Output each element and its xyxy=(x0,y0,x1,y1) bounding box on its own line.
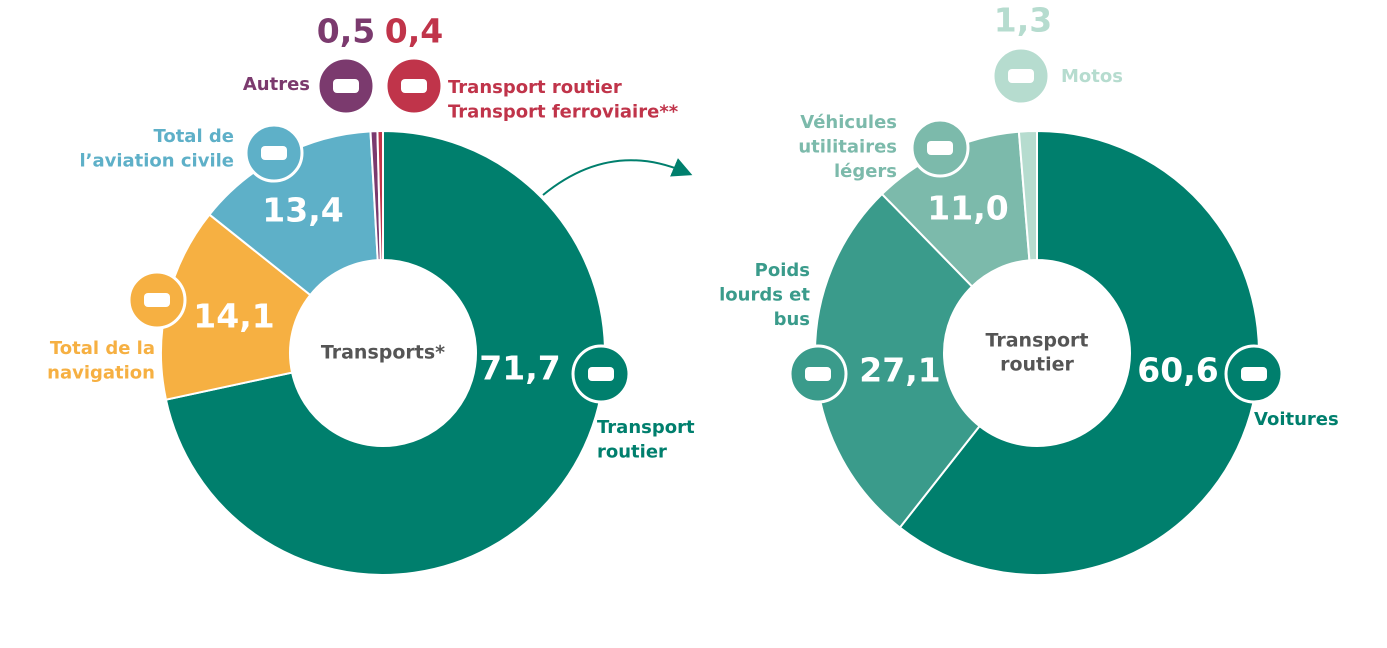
category-label: Autres xyxy=(243,74,310,95)
category-label: utilitaires xyxy=(798,137,897,158)
category-label: Transport routier xyxy=(448,77,622,98)
icon-glyph xyxy=(401,79,427,93)
value-label: 11,0 xyxy=(927,189,1008,228)
icon-glyph xyxy=(1241,367,1267,381)
center-label: Transport xyxy=(985,330,1088,352)
icon-glyph xyxy=(261,146,287,160)
value-label: 1,3 xyxy=(994,1,1052,40)
category-label: navigation xyxy=(47,363,155,384)
category-label: Poids xyxy=(755,260,810,281)
icon-glyph xyxy=(1008,69,1034,83)
center-label: Transports* xyxy=(321,342,445,364)
value-label: 13,4 xyxy=(262,191,343,230)
category-label: routier xyxy=(597,442,667,463)
value-label: 0,4 xyxy=(385,12,443,51)
value-label: 60,6 xyxy=(1137,351,1218,390)
category-label: bus xyxy=(774,309,810,330)
icon-glyph xyxy=(588,367,614,381)
value-label: 71,7 xyxy=(479,349,560,388)
value-label: 0,5 xyxy=(317,12,375,51)
category-label: Transport ferroviaire** xyxy=(448,102,679,123)
category-label: Voitures xyxy=(1254,409,1339,430)
value-label: 14,1 xyxy=(193,297,274,336)
category-label: lourds et xyxy=(719,285,810,306)
icon-glyph xyxy=(805,367,831,381)
category-label: l’aviation civile xyxy=(79,151,234,172)
category-label: Transport xyxy=(597,417,695,438)
icon-glyph xyxy=(333,79,359,93)
icon-glyph xyxy=(144,293,170,307)
value-label: 27,1 xyxy=(859,351,940,390)
link-arrow xyxy=(542,158,693,196)
center-label: routier xyxy=(1000,354,1074,376)
category-label: Total de xyxy=(153,126,234,147)
icon-glyph xyxy=(927,141,953,155)
donut-hole xyxy=(290,260,476,446)
category-label: légers xyxy=(834,161,897,182)
category-label: Motos xyxy=(1061,66,1123,87)
donut-hole xyxy=(944,260,1130,446)
category-label: Total de la xyxy=(50,338,155,359)
category-label: Véhicules xyxy=(800,112,897,133)
